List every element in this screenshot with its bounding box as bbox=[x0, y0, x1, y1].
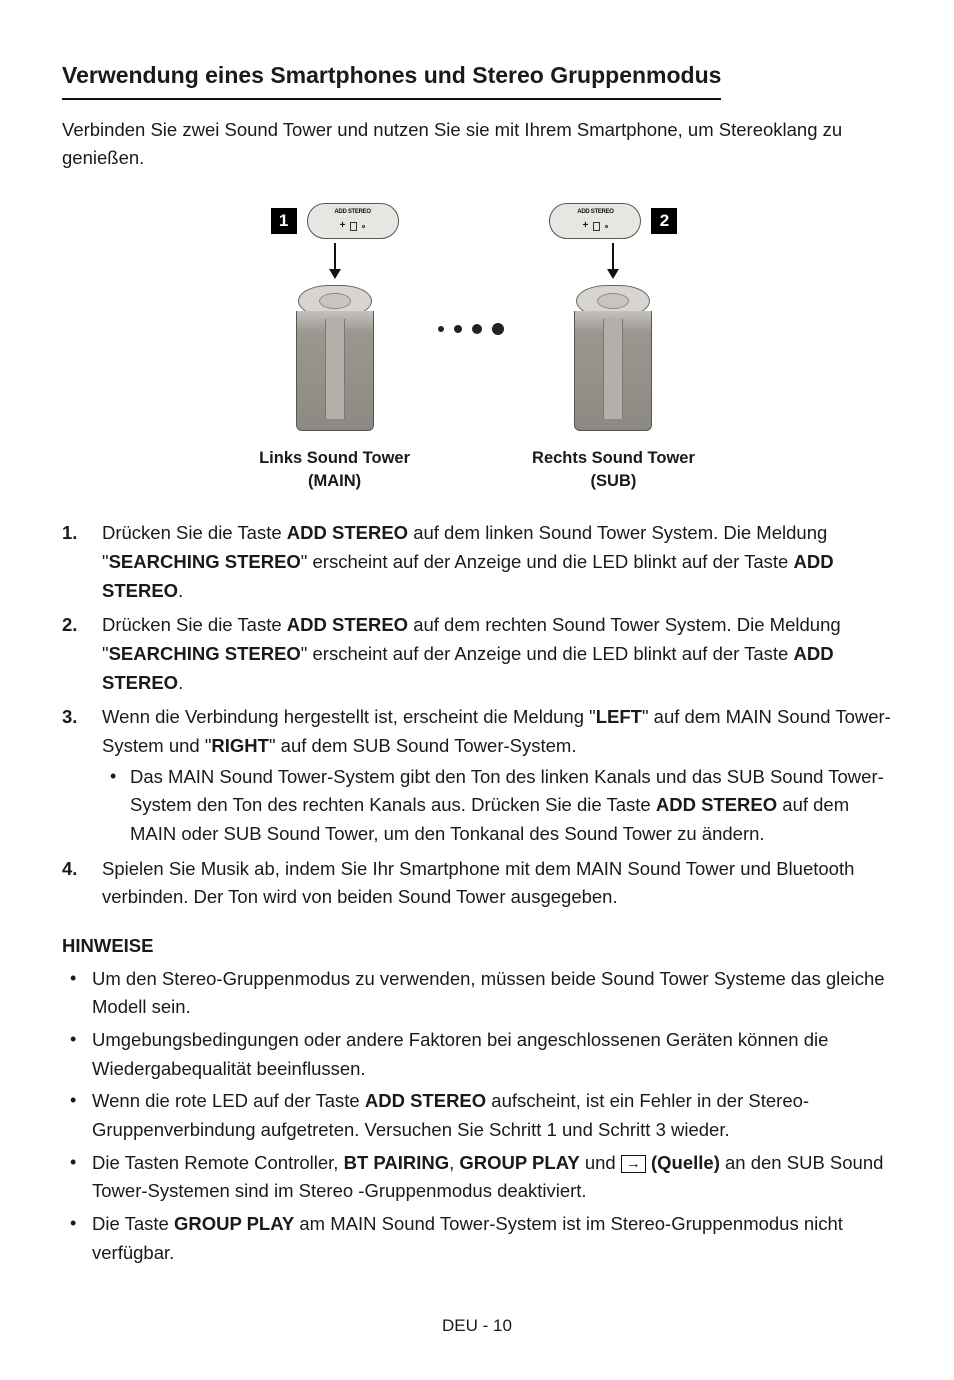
diagram-container: 1 ADD STEREO + Links Sound Tower (MAIN) bbox=[62, 203, 892, 493]
dot-icon bbox=[438, 326, 444, 332]
left-tower-row: 1 ADD STEREO + bbox=[271, 203, 399, 239]
text: " erscheint auf der Anzeige und die LED … bbox=[301, 643, 794, 664]
source-icon: → bbox=[621, 1155, 646, 1174]
led-icon bbox=[362, 225, 365, 228]
right-caption-l2: (SUB) bbox=[532, 470, 695, 493]
dot-icon bbox=[472, 324, 482, 334]
speaker-icon bbox=[350, 222, 357, 231]
remote-label: ADD STEREO bbox=[334, 208, 370, 217]
bold: ADD STEREO bbox=[656, 794, 777, 815]
remote-label: ADD STEREO bbox=[577, 208, 613, 217]
text: und bbox=[580, 1152, 621, 1173]
text: " auf dem SUB Sound Tower-System. bbox=[269, 735, 577, 756]
text: Drücken Sie die Taste bbox=[102, 614, 287, 635]
bold: GROUP PLAY bbox=[459, 1152, 579, 1173]
bold: GROUP PLAY bbox=[174, 1213, 294, 1234]
step-4: Spielen Sie Musik ab, indem Sie Ihr Smar… bbox=[62, 855, 892, 912]
text: Wenn die Verbindung hergestellt ist, ers… bbox=[102, 706, 596, 727]
speaker-icon bbox=[593, 222, 600, 231]
bold: LEFT bbox=[596, 706, 642, 727]
intro-paragraph: Verbinden Sie zwei Sound Tower und nutze… bbox=[62, 116, 892, 173]
tower-right bbox=[570, 285, 656, 431]
text: , bbox=[449, 1152, 459, 1173]
left-tower-group: 1 ADD STEREO + Links Sound Tower (MAIN) bbox=[259, 203, 410, 493]
note-3: Wenn die rote LED auf der Taste ADD STER… bbox=[62, 1087, 892, 1144]
bold: BT PAIRING bbox=[344, 1152, 450, 1173]
bold: RIGHT bbox=[211, 735, 269, 756]
text: . bbox=[178, 672, 183, 693]
right-tower-group: ADD STEREO + 2 Rechts Sound Tower (SUB) bbox=[532, 203, 695, 493]
note-1: Um den Stereo-Gruppenmodus zu verwenden,… bbox=[62, 965, 892, 1022]
led-icon bbox=[605, 225, 608, 228]
bold: ADD STEREO bbox=[287, 614, 408, 635]
arrow-down-icon bbox=[327, 243, 343, 279]
plus-icon: + bbox=[340, 218, 346, 234]
arrow-down-icon bbox=[605, 243, 621, 279]
text: Die Tasten Remote Controller, bbox=[92, 1152, 344, 1173]
right-caption: Rechts Sound Tower (SUB) bbox=[532, 447, 695, 493]
tower-body bbox=[574, 311, 652, 431]
badge-1: 1 bbox=[271, 208, 297, 234]
bold: SEARCHING STEREO bbox=[109, 643, 301, 664]
remote-icons: + bbox=[583, 218, 609, 234]
note-2: Umgebungsbedingungen oder andere Faktore… bbox=[62, 1026, 892, 1083]
section-title: Verwendung eines Smartphones und Stereo … bbox=[62, 58, 721, 100]
connection-dots bbox=[438, 323, 504, 335]
step-3: Wenn die Verbindung hergestellt ist, ers… bbox=[62, 703, 892, 848]
note-5: Die Taste GROUP PLAY am MAIN Sound Tower… bbox=[62, 1210, 892, 1267]
text: Wenn die rote LED auf der Taste bbox=[92, 1090, 365, 1111]
left-caption-l1: Links Sound Tower bbox=[259, 447, 410, 470]
bold: ADD STEREO bbox=[287, 522, 408, 543]
text: Drücken Sie die Taste bbox=[102, 522, 287, 543]
plus-icon: + bbox=[583, 218, 589, 234]
note-4: Die Tasten Remote Controller, BT PAIRING… bbox=[62, 1149, 892, 1206]
dot-icon bbox=[454, 325, 462, 333]
steps-list: Drücken Sie die Taste ADD STEREO auf dem… bbox=[62, 519, 892, 912]
bold: ADD STEREO bbox=[365, 1090, 486, 1111]
step-1: Drücken Sie die Taste ADD STEREO auf dem… bbox=[62, 519, 892, 605]
remote-icons: + bbox=[340, 218, 366, 234]
text: " erscheint auf der Anzeige und die LED … bbox=[301, 551, 794, 572]
text: Die Taste bbox=[92, 1213, 174, 1234]
tower-body bbox=[296, 311, 374, 431]
right-tower-row: ADD STEREO + 2 bbox=[549, 203, 677, 239]
left-caption: Links Sound Tower (MAIN) bbox=[259, 447, 410, 493]
left-caption-l2: (MAIN) bbox=[259, 470, 410, 493]
badge-2: 2 bbox=[651, 208, 677, 234]
notes-title: HINWEISE bbox=[62, 932, 892, 961]
step-3-sub: Das MAIN Sound Tower-System gibt den Ton… bbox=[102, 763, 892, 849]
step-2: Drücken Sie die Taste ADD STEREO auf dem… bbox=[62, 611, 892, 697]
step-3-sublist: Das MAIN Sound Tower-System gibt den Ton… bbox=[102, 763, 892, 849]
notes-list: Um den Stereo-Gruppenmodus zu verwenden,… bbox=[62, 965, 892, 1268]
bold: (Quelle) bbox=[646, 1152, 720, 1173]
right-caption-l1: Rechts Sound Tower bbox=[532, 447, 695, 470]
text: . bbox=[178, 580, 183, 601]
dot-icon bbox=[492, 323, 504, 335]
page-footer: DEU - 10 bbox=[62, 1313, 892, 1339]
tower-left bbox=[292, 285, 378, 431]
remote-left: ADD STEREO + bbox=[307, 203, 399, 239]
bold: SEARCHING STEREO bbox=[109, 551, 301, 572]
remote-right: ADD STEREO + bbox=[549, 203, 641, 239]
